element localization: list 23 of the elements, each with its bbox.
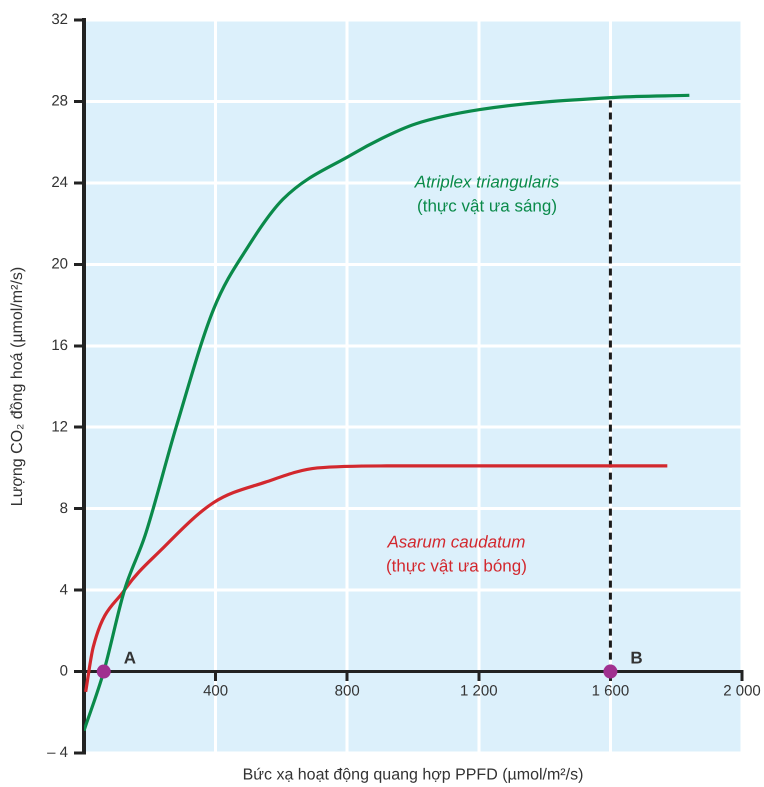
- text: Atriplex triangularis (thực vật ưa sáng): [414, 172, 560, 216]
- y-tick-label: 32: [51, 11, 68, 28]
- y-tick-label: 12: [51, 418, 68, 436]
- y-axis-title: Lượng CO₂ đồng hoá (µmol/m²/s): [9, 266, 26, 506]
- x-tick-label: 400: [203, 682, 228, 700]
- x-tick-label: 1 600: [592, 682, 630, 700]
- y-tick-label: – 4: [47, 744, 68, 762]
- text: Asarum caudatum (thực vật ưa bóng): [386, 532, 527, 576]
- y-tick-label: 20: [51, 255, 68, 272]
- line-series: [84, 94, 691, 732]
- y-tick-label: 0: [60, 662, 68, 680]
- x-axis-title: Bức xạ hoạt động quang hợp PPFD (µmol/m²/s): [242, 766, 584, 784]
- x-tick-label: 2 000: [723, 682, 761, 700]
- y-tick-label: 28: [51, 92, 68, 110]
- annotation: B: [630, 648, 643, 668]
- y-tick-label: 24: [51, 174, 68, 192]
- y-tick-label: 4: [60, 581, 68, 598]
- y-tick-label: 16: [51, 336, 68, 354]
- x-tick-label: 1 200: [460, 682, 498, 700]
- line-series: [84, 464, 669, 694]
- x-tick-label: 800: [334, 682, 360, 700]
- y-tick-label: 8: [60, 500, 68, 517]
- annotation: A: [124, 648, 136, 668]
